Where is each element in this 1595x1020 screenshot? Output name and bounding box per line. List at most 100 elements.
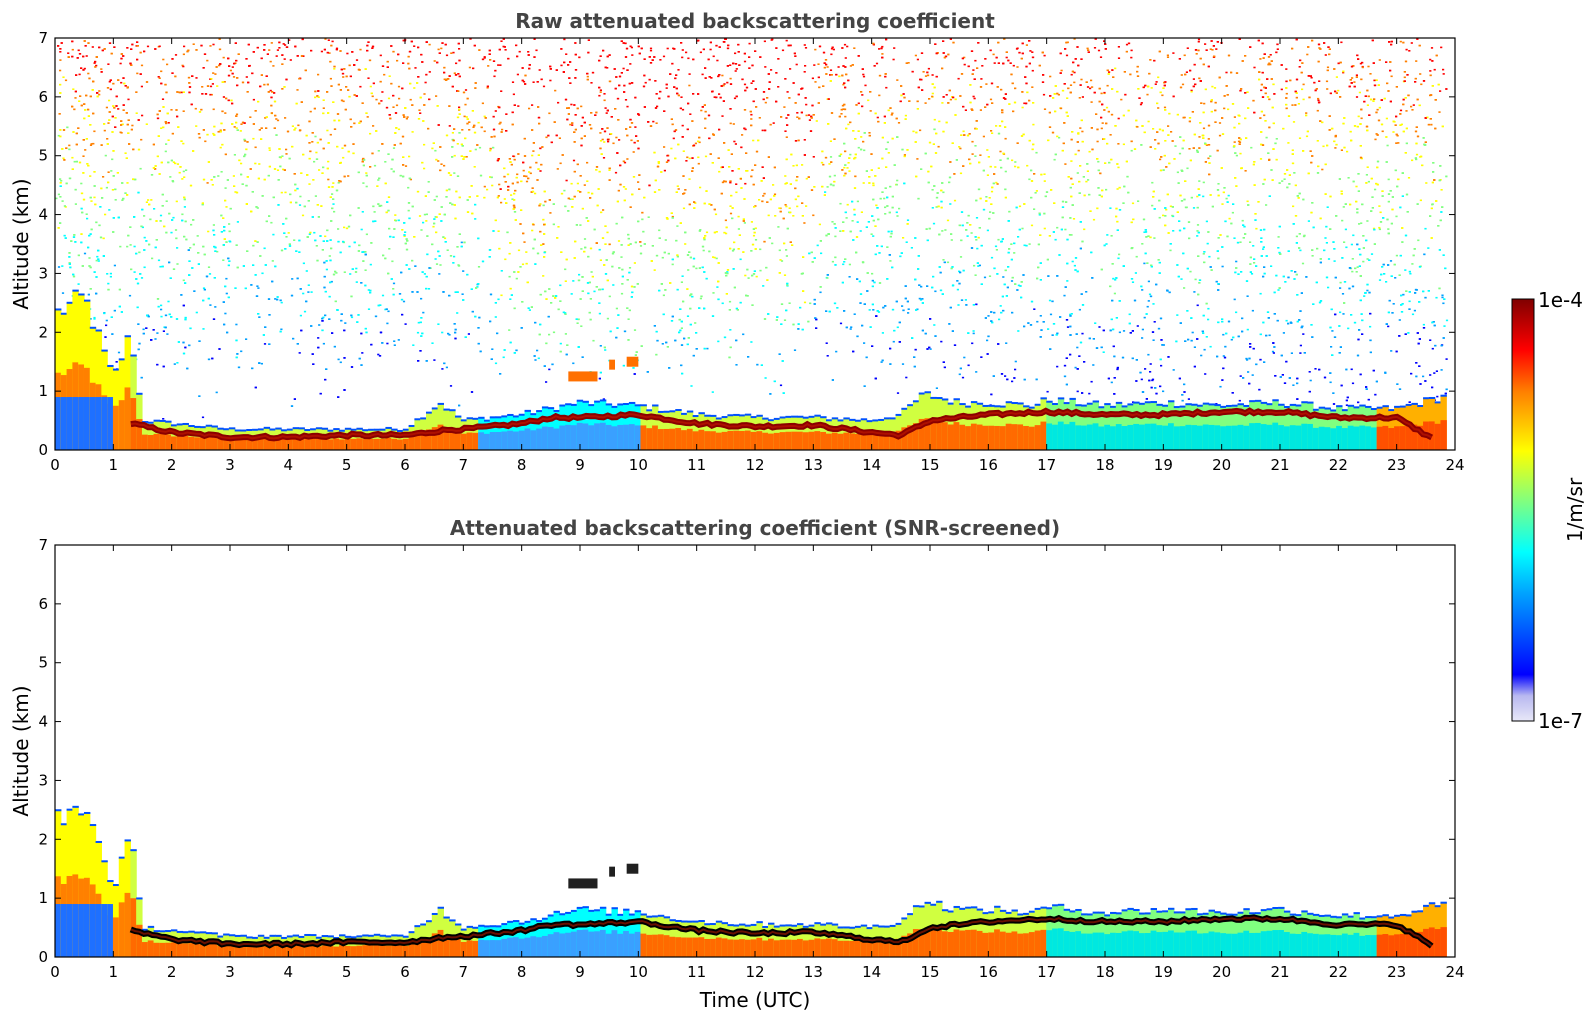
noise-pixel	[545, 136, 548, 139]
noise-pixel	[522, 80, 526, 83]
noise-pixel	[1017, 330, 1020, 332]
noise-pixel	[212, 72, 215, 74]
noise-pixel	[877, 311, 881, 313]
noise-pixel	[695, 267, 698, 270]
noise-pixel	[652, 120, 655, 123]
noise-pixel	[98, 93, 101, 96]
noise-pixel	[165, 122, 168, 125]
noise-pixel	[605, 112, 608, 114]
noise-pixel	[195, 125, 198, 127]
noise-pixel	[462, 270, 465, 272]
noise-pixel	[1307, 220, 1310, 222]
noise-pixel	[413, 45, 416, 47]
noise-pixel	[1375, 133, 1378, 135]
noise-pixel	[718, 170, 721, 173]
noise-pixel	[649, 47, 653, 50]
noise-pixel	[1080, 78, 1083, 81]
noise-pixel	[1387, 178, 1390, 181]
noise-pixel	[1390, 75, 1393, 78]
noise-pixel	[254, 162, 257, 165]
noise-pixel	[176, 263, 179, 265]
noise-pixel	[1031, 51, 1034, 53]
noise-pixel	[759, 248, 762, 251]
noise-pixel	[820, 252, 823, 255]
noise-pixel	[437, 48, 440, 51]
noise-pixel	[940, 340, 943, 343]
noise-pixel	[1394, 277, 1397, 279]
noise-pixel	[77, 49, 80, 52]
noise-pixel	[145, 123, 148, 125]
noise-pixel	[511, 198, 514, 200]
noise-pixel	[276, 49, 279, 51]
noise-pixel	[570, 103, 573, 106]
panel1-plot	[55, 38, 1455, 450]
noise-pixel	[1403, 76, 1406, 79]
noise-pixel	[579, 224, 582, 226]
noise-pixel	[572, 159, 576, 162]
noise-pixel	[302, 262, 305, 265]
noise-pixel	[829, 140, 832, 142]
noise-pixel	[1043, 227, 1046, 230]
noise-pixel	[545, 381, 548, 383]
noise-pixel	[289, 59, 292, 61]
noise-pixel	[896, 326, 899, 329]
noise-pixel	[143, 236, 146, 239]
noise-pixel	[972, 330, 975, 332]
noise-pixel	[1409, 272, 1412, 275]
noise-pixel	[372, 125, 375, 127]
noise-pixel	[937, 145, 940, 148]
noise-pixel	[324, 38, 327, 40]
noise-pixel	[1028, 243, 1031, 245]
noise-pixel	[1154, 83, 1157, 85]
noise-pixel	[1378, 226, 1381, 229]
noise-pixel	[1086, 47, 1089, 50]
noise-pixel	[1147, 280, 1150, 283]
noise-pixel	[694, 202, 697, 204]
noise-pixel	[140, 64, 144, 67]
noise-pixel	[1324, 237, 1327, 239]
noise-pixel	[285, 153, 288, 155]
noise-pixel	[1373, 79, 1376, 82]
noise-pixel	[1086, 86, 1090, 88]
noise-pixel	[780, 260, 784, 262]
noise-pixel	[181, 213, 184, 216]
noise-pixel	[1331, 330, 1334, 332]
noise-pixel	[538, 69, 541, 71]
noise-pixel	[233, 154, 236, 156]
noise-pixel	[371, 95, 374, 98]
noise-pixel	[425, 213, 428, 216]
noise-pixel	[364, 269, 367, 271]
noise-pixel	[1048, 299, 1052, 302]
noise-pixel	[178, 171, 181, 174]
noise-pixel	[698, 141, 701, 144]
noise-pixel	[737, 215, 740, 218]
noise-pixel	[726, 271, 729, 273]
noise-pixel	[232, 175, 235, 177]
noise-pixel	[842, 263, 845, 266]
noise-pixel	[1433, 68, 1436, 71]
noise-pixel	[1072, 218, 1076, 220]
noise-pixel	[500, 294, 503, 297]
noise-pixel	[795, 63, 798, 66]
noise-pixel	[71, 156, 74, 159]
noise-pixel	[365, 233, 368, 236]
noise-pixel	[167, 300, 170, 303]
noise-pixel	[570, 182, 573, 185]
noise-pixel	[590, 82, 593, 84]
noise-pixel	[986, 149, 989, 151]
noise-pixel	[156, 332, 159, 334]
noise-pixel	[1186, 47, 1189, 49]
noise-pixel	[606, 317, 609, 320]
noise-pixel	[721, 115, 724, 117]
noise-pixel	[803, 301, 807, 304]
noise-pixel	[282, 43, 285, 45]
noise-pixel	[1010, 280, 1014, 282]
noise-pixel	[276, 119, 280, 122]
noise-pixel	[978, 264, 981, 267]
noise-pixel	[583, 238, 587, 240]
noise-pixel	[328, 52, 331, 54]
noise-pixel	[750, 221, 753, 223]
noise-pixel	[183, 176, 186, 178]
noise-pixel	[181, 178, 184, 180]
